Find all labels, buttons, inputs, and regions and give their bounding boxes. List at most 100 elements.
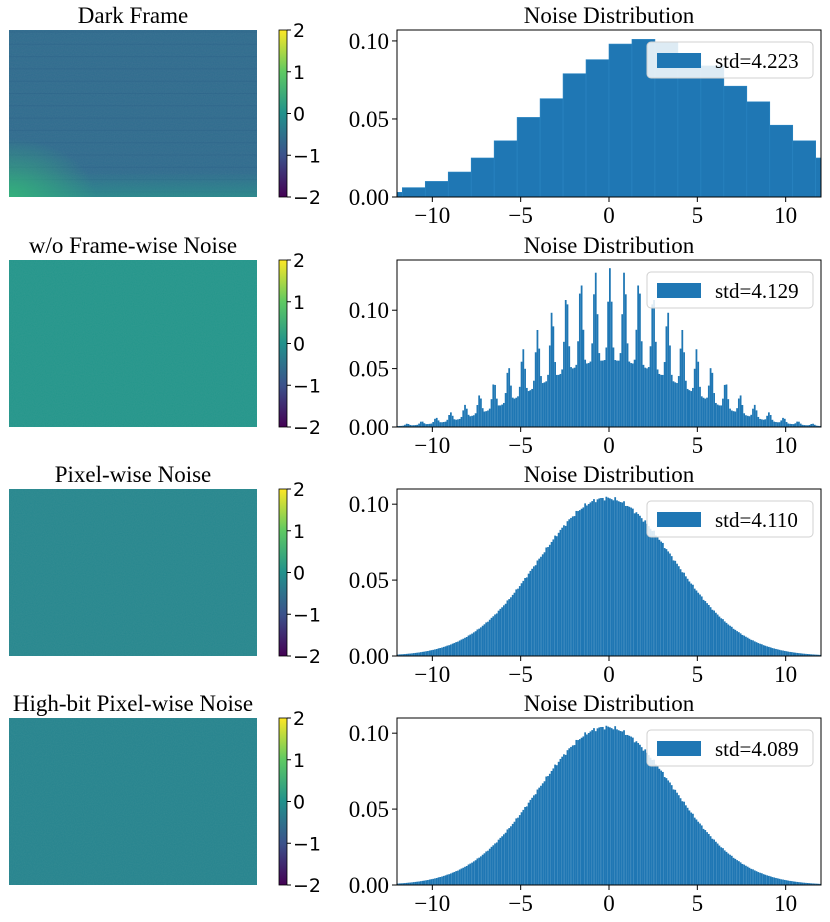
histogram-bar (548, 773, 551, 885)
histogram-bar (437, 648, 440, 656)
histogram-bar (623, 730, 625, 885)
histogram-bar (730, 855, 733, 885)
x-tick-label: 10 (774, 203, 797, 228)
legend-swatch (657, 512, 701, 527)
histogram-bar (446, 874, 449, 885)
y-tick-label: 0.05 (349, 107, 389, 132)
histogram-bar (674, 382, 677, 427)
histogram-bar (437, 420, 440, 427)
histogram-bar (485, 622, 488, 656)
histogram-bar (476, 405, 479, 427)
histogram-bar (621, 731, 624, 885)
histogram-bar (418, 652, 420, 656)
histogram-bar (492, 616, 495, 656)
legend-label: std=4.223 (715, 49, 799, 73)
histogram-bar (488, 408, 491, 427)
histogram-bar (739, 862, 742, 885)
histogram-bar (771, 419, 774, 427)
histogram-bar (722, 619, 724, 656)
histogram-bar (684, 576, 687, 656)
histogram-bar (815, 883, 818, 885)
histogram-bar (677, 566, 680, 656)
histogram-bar (730, 410, 733, 427)
histogram-bar (423, 880, 426, 885)
histogram-bar (780, 879, 783, 885)
histogram-bar (432, 649, 435, 656)
histogram-bar (621, 502, 624, 656)
histogram-bar (439, 422, 442, 427)
histogram-bar (540, 556, 542, 656)
histogram-bar (799, 882, 802, 885)
histogram-bar (695, 819, 698, 885)
histogram-bar (651, 530, 654, 656)
histogram-bar (511, 594, 514, 656)
histogram-bar (497, 610, 500, 656)
histogram-bar (534, 352, 537, 427)
histogram-bar (573, 367, 576, 427)
histogram-bar (792, 881, 795, 885)
histogram-bar (582, 736, 585, 885)
histogram-bar (762, 874, 765, 885)
histogram-bar (732, 857, 735, 885)
colorbar (278, 717, 288, 886)
histogram-bar (520, 361, 523, 427)
histogram-bar (798, 421, 800, 427)
histogram-bar (826, 425, 828, 427)
histogram-bar (803, 425, 806, 427)
histogram-bar (464, 404, 466, 427)
colorbar (278, 29, 288, 198)
histogram-bar (538, 558, 541, 656)
histogram-bar (812, 423, 814, 427)
histogram-bar (640, 341, 643, 427)
histogram-bar (404, 424, 406, 427)
histogram-bar (720, 847, 723, 885)
histogram-bar (586, 363, 588, 427)
histogram-bar (614, 360, 617, 427)
histogram-bar (503, 834, 505, 885)
histogram-bar (598, 727, 601, 885)
histogram-bar (610, 499, 613, 656)
histogram-bar (700, 65, 725, 197)
histogram-bar (421, 651, 424, 656)
histogram-bar (414, 425, 417, 427)
histogram-bar (688, 390, 691, 427)
histogram-bar (568, 519, 571, 656)
histogram-bar (626, 343, 629, 427)
histogram-bar (441, 422, 443, 427)
histogram-bar (398, 654, 401, 656)
histogram-bar (823, 426, 825, 427)
histogram-bar (421, 880, 424, 885)
histogram-bar (760, 873, 763, 885)
histogram-bar (518, 386, 521, 427)
histogram-bar (467, 635, 470, 656)
histogram-bar (531, 568, 534, 656)
histogram-bar (674, 560, 677, 656)
histogram-bar (624, 505, 627, 656)
histogram-bar (404, 883, 406, 885)
histogram-bar (587, 732, 590, 885)
histogram-bar (653, 300, 655, 427)
histogram-bar (594, 731, 597, 885)
legend-box (646, 500, 814, 538)
histogram-bar (718, 616, 721, 656)
histogram-bar (660, 374, 662, 427)
histogram-bar (472, 861, 475, 885)
histogram-bar (444, 875, 447, 885)
histogram-bar (654, 535, 657, 656)
histogram-bar (483, 853, 486, 885)
histogram-bar (513, 398, 516, 427)
histogram-bar (398, 425, 401, 427)
histogram-bar (677, 376, 680, 427)
histogram-bar (616, 500, 618, 656)
histogram-bar (603, 500, 606, 656)
histogram-bar (538, 348, 541, 427)
legend-label: std=4.129 (715, 279, 799, 303)
histogram-bar (785, 421, 788, 427)
histogram-bar (404, 654, 406, 656)
colorbar-tick-label: 2 (293, 479, 305, 501)
histogram-bar (409, 882, 412, 885)
colorbar-tick-label: −1 (293, 604, 321, 626)
histogram-bar (434, 878, 436, 885)
